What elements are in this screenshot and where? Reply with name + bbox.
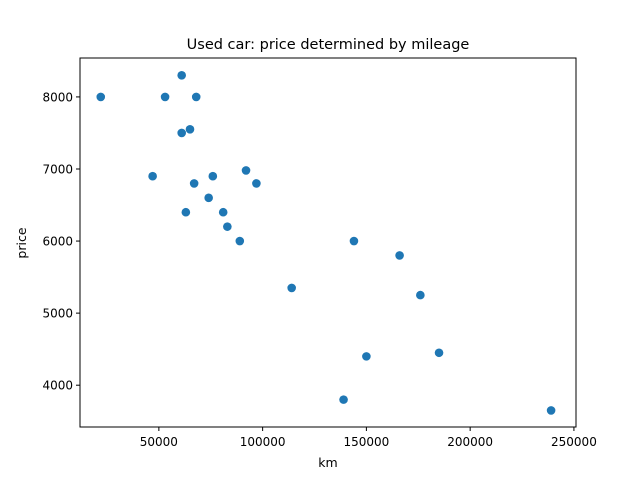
data-point-15 [235,236,245,246]
data-point-1 [160,92,170,102]
data-point-0 [96,92,106,102]
x-tick-label: 200000 [447,435,493,449]
data-point-3 [177,70,186,80]
y-axis-label: price [14,227,29,258]
data-points [96,70,556,415]
data-point-17 [395,251,404,260]
x-tick-label: 100000 [240,435,286,449]
y-tick-label: 7000 [42,162,73,176]
data-point-20 [362,352,371,361]
y-tick-label: 6000 [42,235,73,249]
data-point-6 [148,171,157,181]
data-point-19 [416,290,425,300]
y-tick-label: 5000 [42,307,73,321]
data-point-5 [185,125,195,134]
data-point-12 [181,207,191,217]
data-point-11 [204,193,213,203]
data-point-16 [349,236,359,246]
data-point-2 [191,92,201,102]
y-tick-label: 8000 [42,90,73,104]
y-tick-label: 4000 [42,379,73,393]
x-tick-label: 250000 [551,435,597,449]
x-tick-label: 150000 [343,435,389,449]
y-axis-ticks: 4000 5000 6000 7000 8000 [42,90,80,393]
data-point-10 [252,179,261,188]
x-axis-label: km [318,455,337,470]
chart-title: Used car: price determined by mileage [187,37,470,53]
data-point-21 [434,348,444,358]
x-axis-ticks: 50000 100000 150000 200000 250000 [140,427,597,449]
data-point-9 [241,166,251,175]
data-point-14 [223,222,232,231]
plot-frame [79,57,577,428]
data-point-23 [546,406,556,415]
data-point-18 [287,283,296,293]
data-point-13 [218,207,228,217]
data-point-22 [339,395,348,404]
data-point-4 [177,128,186,138]
data-point-8 [208,171,218,181]
data-point-7 [189,179,199,188]
x-tick-label: 50000 [140,435,178,449]
